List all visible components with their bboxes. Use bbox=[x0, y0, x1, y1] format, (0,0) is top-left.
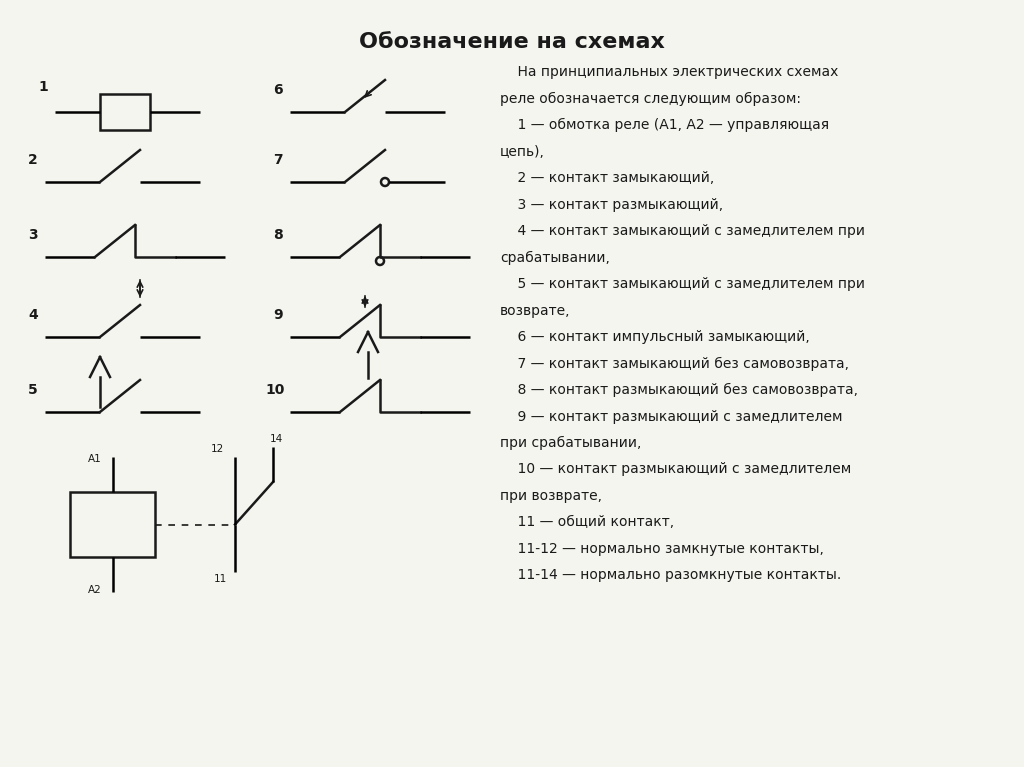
Text: A2: A2 bbox=[88, 585, 101, 595]
Text: 2: 2 bbox=[28, 153, 38, 167]
Text: 1: 1 bbox=[38, 80, 48, 94]
Text: 9 — контакт размыкающий с замедлителем: 9 — контакт размыкающий с замедлителем bbox=[500, 410, 843, 423]
Text: 6: 6 bbox=[273, 83, 283, 97]
Text: цепь),: цепь), bbox=[500, 144, 545, 159]
Text: 8: 8 bbox=[273, 228, 283, 242]
Bar bbox=[70, 492, 155, 557]
Text: 2 — контакт замыкающий,: 2 — контакт замыкающий, bbox=[500, 171, 715, 185]
Text: 8 — контакт размыкающий без самовозврата,: 8 — контакт размыкающий без самовозврата… bbox=[500, 383, 858, 397]
Text: 10 — контакт размыкающий с замедлителем: 10 — контакт размыкающий с замедлителем bbox=[500, 463, 851, 476]
Text: 4: 4 bbox=[28, 308, 38, 322]
Text: На принципиальных электрических схемах: На принципиальных электрических схемах bbox=[500, 65, 839, 79]
Text: A1: A1 bbox=[88, 454, 101, 464]
Text: 7 — контакт замыкающий без самовозврата,: 7 — контакт замыкающий без самовозврата, bbox=[500, 357, 849, 370]
Text: 5: 5 bbox=[28, 383, 38, 397]
Text: 7: 7 bbox=[273, 153, 283, 167]
Text: 12: 12 bbox=[210, 444, 223, 454]
Text: 5 — контакт замыкающий с замедлителем при: 5 — контакт замыкающий с замедлителем пр… bbox=[500, 277, 865, 291]
Text: 6 — контакт импульсный замыкающий,: 6 — контакт импульсный замыкающий, bbox=[500, 330, 810, 344]
Text: 3 — контакт размыкающий,: 3 — контакт размыкающий, bbox=[500, 197, 723, 212]
Text: 11-14 — нормально разомкнутые контакты.: 11-14 — нормально разомкнутые контакты. bbox=[500, 568, 842, 582]
Text: возврате,: возврате, bbox=[500, 304, 570, 318]
Text: при возврате,: при возврате, bbox=[500, 489, 602, 503]
Text: 14: 14 bbox=[269, 434, 283, 444]
Text: 10: 10 bbox=[265, 383, 285, 397]
Text: 3: 3 bbox=[29, 228, 38, 242]
Text: срабатывании,: срабатывании, bbox=[500, 251, 610, 265]
Text: при срабатывании,: при срабатывании, bbox=[500, 436, 641, 450]
Text: 4 — контакт замыкающий с замедлителем при: 4 — контакт замыкающий с замедлителем пр… bbox=[500, 224, 865, 238]
Text: 1 — обмотка реле (А1, А2 — управляющая: 1 — обмотка реле (А1, А2 — управляющая bbox=[500, 118, 829, 132]
Text: 9: 9 bbox=[273, 308, 283, 322]
Text: реле обозначается следующим образом:: реле обозначается следующим образом: bbox=[500, 91, 801, 106]
Text: Обозначение на схемах: Обозначение на схемах bbox=[359, 32, 665, 52]
Text: 11-12 — нормально замкнутые контакты,: 11-12 — нормально замкнутые контакты, bbox=[500, 542, 824, 556]
Bar bbox=[100, 94, 150, 130]
Text: 11 — общий контакт,: 11 — общий контакт, bbox=[500, 515, 674, 529]
Text: 11: 11 bbox=[213, 574, 226, 584]
